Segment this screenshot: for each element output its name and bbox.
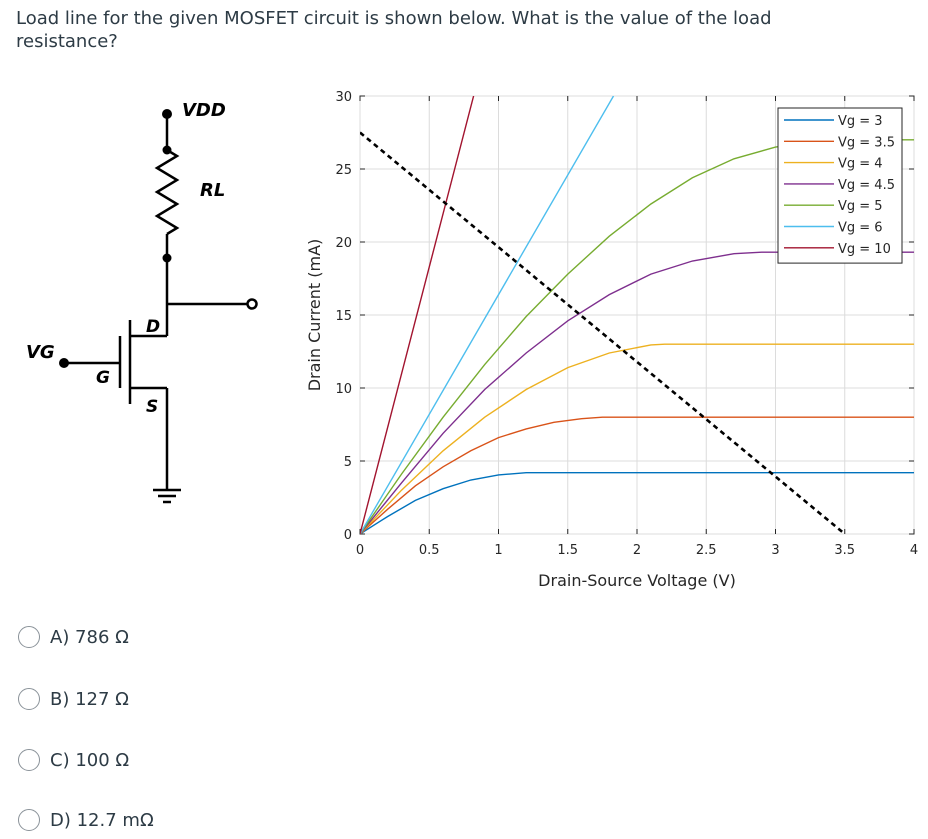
legend-label: Vg = 6 [838, 221, 883, 236]
series-line-vg-4-5 [360, 251, 914, 534]
y-tick-label: 0 [344, 528, 352, 543]
d-label: D [146, 317, 160, 337]
x-tick-label: 0 [356, 543, 364, 558]
radio-button-b[interactable] [18, 688, 40, 710]
x-tick-label: 1 [494, 543, 502, 558]
radio-button-d[interactable] [18, 809, 40, 831]
s-label: S [146, 397, 158, 417]
radio-button-c[interactable] [18, 749, 40, 771]
answer-d-label: D) 12.7 mΩ [50, 809, 154, 831]
series-line-load-line [360, 131, 846, 534]
series-line-vg-3-5 [360, 416, 914, 534]
legend-label: Vg = 4 [838, 157, 883, 172]
answer-a-label: A) 786 Ω [50, 626, 129, 648]
g-label: G [96, 368, 110, 388]
y-tick-label: 10 [335, 382, 352, 397]
y-tick-label: 5 [344, 455, 352, 470]
x-tick-label: 4 [910, 543, 918, 558]
y-tick-label: 25 [335, 163, 352, 178]
node-dot-bottom [162, 253, 172, 263]
answer-option-c[interactable]: C) 100 Ω [18, 749, 129, 771]
x-tick-label: 2.5 [696, 543, 717, 558]
legend-label: Vg = 5 [838, 199, 883, 214]
answer-c-label: C) 100 Ω [50, 749, 130, 771]
series-line-vg-4 [360, 343, 914, 534]
output-terminal [246, 298, 258, 310]
y-tick-label: 15 [335, 309, 352, 324]
vg-label: VG [26, 342, 55, 363]
x-tick-label: 2 [633, 543, 641, 558]
iv-characteristics-chart: 0 0.5 1 1.5 2 2.5 3 3.5 4 0 5 10 15 20 25 30 Drain-Sour… [305, 90, 918, 590]
legend-box [777, 107, 903, 264]
rl-label: RL [200, 180, 225, 201]
series-line-vg-10 [360, 96, 475, 534]
mosfet-circuit-diagram: VDD RL VG D G S [26, 100, 258, 504]
x-tick-label: 1.5 [557, 543, 578, 558]
legend-label: Vg = 4.5 [838, 178, 895, 193]
legend-label: Vg = 10 [838, 242, 891, 257]
answer-option-a[interactable]: A) 786 Ω [18, 626, 129, 648]
axis-ticks: 0 0.5 1 1.5 2 2.5 3 3.5 4 0 5 10 15 20 25 30 [335, 90, 918, 558]
series-line-vg-3 [360, 472, 914, 534]
load-resistor [154, 148, 180, 236]
legend: Vg = 3 Vg = 3.5 Vg = 4 Vg = 4.5 Vg = 5 Vg = 6… [777, 107, 903, 264]
radio-button-a[interactable] [18, 626, 40, 648]
y-axis-title: Drain Current (mA) [305, 239, 324, 392]
vg-terminal [59, 358, 69, 368]
question-text: Load line for the given MOSFET circuit i… [16, 8, 772, 52]
legend-label: Vg = 3.5 [838, 135, 895, 150]
x-tick-label: 3.5 [834, 543, 855, 558]
legend-label: Vg = 3 [838, 114, 883, 129]
x-tick-label: 3 [771, 543, 779, 558]
answer-option-b[interactable]: B) 127 Ω [18, 688, 129, 710]
vdd-terminal [162, 109, 172, 119]
y-tick-label: 20 [335, 236, 352, 251]
x-tick-label: 0.5 [419, 543, 440, 558]
node-dot-top [162, 145, 172, 155]
vdd-label: VDD [182, 100, 226, 121]
answer-b-label: B) 127 Ω [50, 688, 129, 710]
y-tick-label: 30 [335, 90, 352, 105]
series-line-vg-6 [360, 96, 615, 534]
answer-option-d[interactable]: D) 12.7 mΩ [18, 809, 154, 831]
x-axis-title: Drain-Source Voltage (V) [538, 571, 736, 590]
